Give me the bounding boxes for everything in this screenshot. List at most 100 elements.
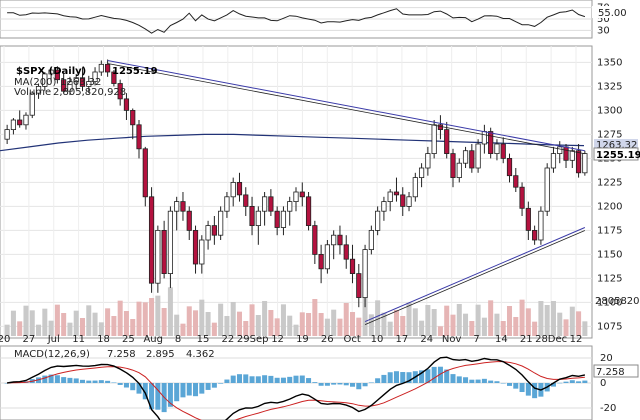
macd-hist-bar <box>582 380 588 383</box>
price-y-tick: 1225 <box>597 177 622 188</box>
volume-bar <box>174 314 180 336</box>
top-last-tag: 55.00 <box>598 8 627 19</box>
x-tick: Nov <box>442 334 462 345</box>
volume-bar <box>381 312 387 336</box>
x-tick: 22 <box>221 334 234 345</box>
macd-y-tick: 0 <box>600 378 606 389</box>
volume-axis-label: 2805820 <box>595 296 640 307</box>
macd-hist-bar <box>362 383 368 387</box>
x-tick: 26 <box>321 334 334 345</box>
candle-body <box>412 177 418 198</box>
candle-body <box>456 162 462 178</box>
candle-body <box>48 69 54 75</box>
macd-hist-bar <box>218 383 224 384</box>
volume-bar <box>538 301 544 336</box>
macd-hist-bar <box>513 383 519 389</box>
volume-bar <box>167 287 173 336</box>
macd-hist-bar <box>155 383 161 410</box>
candle-body <box>148 196 155 284</box>
volume-bar <box>532 321 538 336</box>
candle-body <box>362 249 368 299</box>
candle-body <box>123 98 130 111</box>
macd-hist-bar <box>136 383 142 394</box>
volume-bar <box>431 309 437 336</box>
macd-tag-box <box>593 364 639 378</box>
volume-bar <box>500 321 506 336</box>
candle-body <box>575 150 582 174</box>
x-tick: 24 <box>420 334 433 345</box>
top-y-tick: 30 <box>597 25 610 36</box>
candle-body <box>375 210 381 231</box>
candle-body <box>569 150 575 161</box>
x-tick: 12 <box>271 334 284 345</box>
candle-body <box>130 110 136 126</box>
candle-body <box>174 201 180 212</box>
candle-body <box>506 157 513 177</box>
macd-hist-bar <box>92 380 98 383</box>
candle-body <box>337 234 343 246</box>
candle-body <box>550 153 557 169</box>
candle-body <box>494 143 500 155</box>
macd-hist-bar <box>337 383 343 385</box>
candle-body <box>29 92 35 116</box>
macd-hist-bar <box>393 371 399 383</box>
volume-bar <box>161 308 167 336</box>
macd-hist-bar <box>550 383 556 387</box>
chart-symbol: $SPX (Daily) <box>16 66 86 77</box>
volume-bar <box>494 313 500 336</box>
volume-bar <box>393 310 399 336</box>
candle-body <box>356 273 362 299</box>
candle-body <box>312 225 318 255</box>
volume-bar <box>387 321 393 336</box>
volume-bar <box>193 310 199 336</box>
candle-body <box>305 196 312 227</box>
macd-legend-signal: 2.895 <box>146 349 175 360</box>
macd-hist-bar <box>211 383 217 388</box>
candle-body <box>343 244 349 260</box>
volume-bar <box>425 305 431 336</box>
volume-bar <box>92 312 98 336</box>
volume-bar <box>23 305 29 336</box>
volume-bar <box>123 311 129 336</box>
candle-body <box>437 124 444 131</box>
candle-body <box>431 124 437 155</box>
candle-body <box>557 146 563 155</box>
price-y-tick: 1150 <box>597 249 622 260</box>
macd-hist-bar <box>287 376 293 383</box>
x-tick: 25 <box>122 334 135 345</box>
macd-hist-bar <box>205 383 211 390</box>
volume-bar <box>42 308 48 336</box>
price-y-tick: 1325 <box>597 81 622 92</box>
candle-body <box>186 210 192 231</box>
candle-body <box>406 196 412 207</box>
macd-hist-bar <box>500 383 506 384</box>
candle-body <box>161 229 167 274</box>
candle-body <box>318 253 324 270</box>
macd-hist-bar <box>199 383 205 394</box>
macd-hist-bar <box>506 383 513 386</box>
volume-bar <box>255 315 261 336</box>
macd-hist-bar <box>54 375 60 383</box>
macd-hist-bar <box>481 378 487 383</box>
candle-body <box>481 131 487 145</box>
volume-bar <box>563 319 569 336</box>
volume-bar <box>54 304 60 336</box>
macd-hist-bar <box>255 376 261 383</box>
volume-bar <box>437 326 443 336</box>
macd-hist-bar <box>280 377 286 383</box>
volume-bar <box>211 322 217 336</box>
ma-tag-box <box>594 139 638 150</box>
macd-hist-bar <box>494 381 500 383</box>
candle-body <box>287 201 293 212</box>
volume-bar <box>262 301 268 336</box>
x-tick: 29Sep <box>237 334 269 345</box>
macd-hist-bar <box>73 378 79 383</box>
macd-hist-bar <box>425 369 431 383</box>
macd-hist-bar <box>431 366 437 383</box>
macd-hist-bar <box>532 383 538 399</box>
volume-bar <box>337 318 343 336</box>
ma-legend-label: MA(200) <box>14 77 56 88</box>
volume-bar <box>186 306 192 336</box>
volume-bar <box>243 321 249 336</box>
macd-hist-bar <box>375 378 381 383</box>
